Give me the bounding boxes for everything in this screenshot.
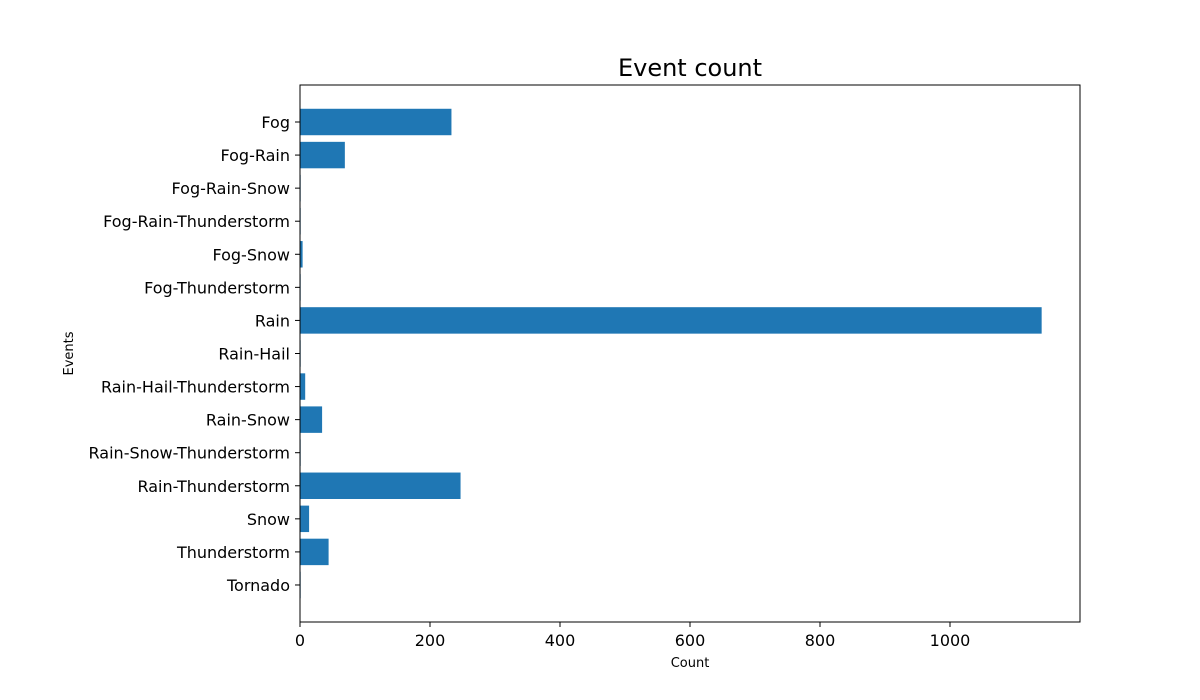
- bar-rain: [300, 307, 1042, 334]
- y-tick-label: Rain-Thunderstorm: [137, 477, 290, 496]
- x-axis: 0 200 400 600 800 1000: [295, 622, 970, 650]
- bar-snow: [300, 505, 310, 533]
- y-tick-label: Fog: [261, 113, 290, 132]
- y-tick-label: Rain-Hail: [218, 344, 290, 363]
- chart-title: Event count: [618, 54, 762, 82]
- y-tick-label: Snow: [247, 510, 290, 529]
- y-axis-label: Events: [62, 331, 77, 375]
- bars-layer: [300, 108, 1042, 599]
- bar-fog: [300, 108, 452, 136]
- y-tick-label: Rain: [255, 311, 290, 330]
- x-tick-label: 1000: [930, 631, 971, 650]
- y-tick-label: Fog-Rain-Thunderstorm: [103, 212, 290, 231]
- bar-thunderstorm: [300, 538, 329, 566]
- y-tick-label: Rain-Hail-Thunderstorm: [101, 378, 290, 397]
- y-tick-label: Tornado: [226, 576, 290, 595]
- y-tick-label: Fog-Snow: [212, 245, 290, 264]
- y-axis: Fog Fog-Rain Fog-Rain-Snow Fog-Rain-Thunder…: [89, 113, 300, 595]
- y-tick-label: Fog-Rain-Snow: [172, 179, 290, 198]
- bar-rain-hail-thunderstorm: [300, 373, 306, 400]
- x-tick-label: 800: [805, 631, 836, 650]
- x-axis-label: Count: [671, 656, 710, 671]
- y-tick-label: Rain-Snow: [206, 411, 290, 430]
- bar-rain-thunderstorm: [300, 472, 461, 499]
- y-tick-label: Fog-Rain: [220, 146, 290, 165]
- bar-rain-snow: [300, 406, 323, 433]
- plot-frame: [299, 84, 1081, 623]
- x-tick-label: 200: [415, 631, 446, 650]
- bar-fog-snow: [300, 241, 303, 268]
- y-tick-label: Fog-Thunderstorm: [144, 278, 290, 297]
- x-tick-label: 400: [545, 631, 576, 650]
- y-tick-label: Rain-Snow-Thunderstorm: [89, 444, 290, 463]
- bar-fog-rain: [300, 141, 345, 169]
- y-tick-label: Thunderstorm: [176, 543, 290, 562]
- x-tick-label: 600: [675, 631, 706, 650]
- x-tick-label: 0: [295, 631, 305, 650]
